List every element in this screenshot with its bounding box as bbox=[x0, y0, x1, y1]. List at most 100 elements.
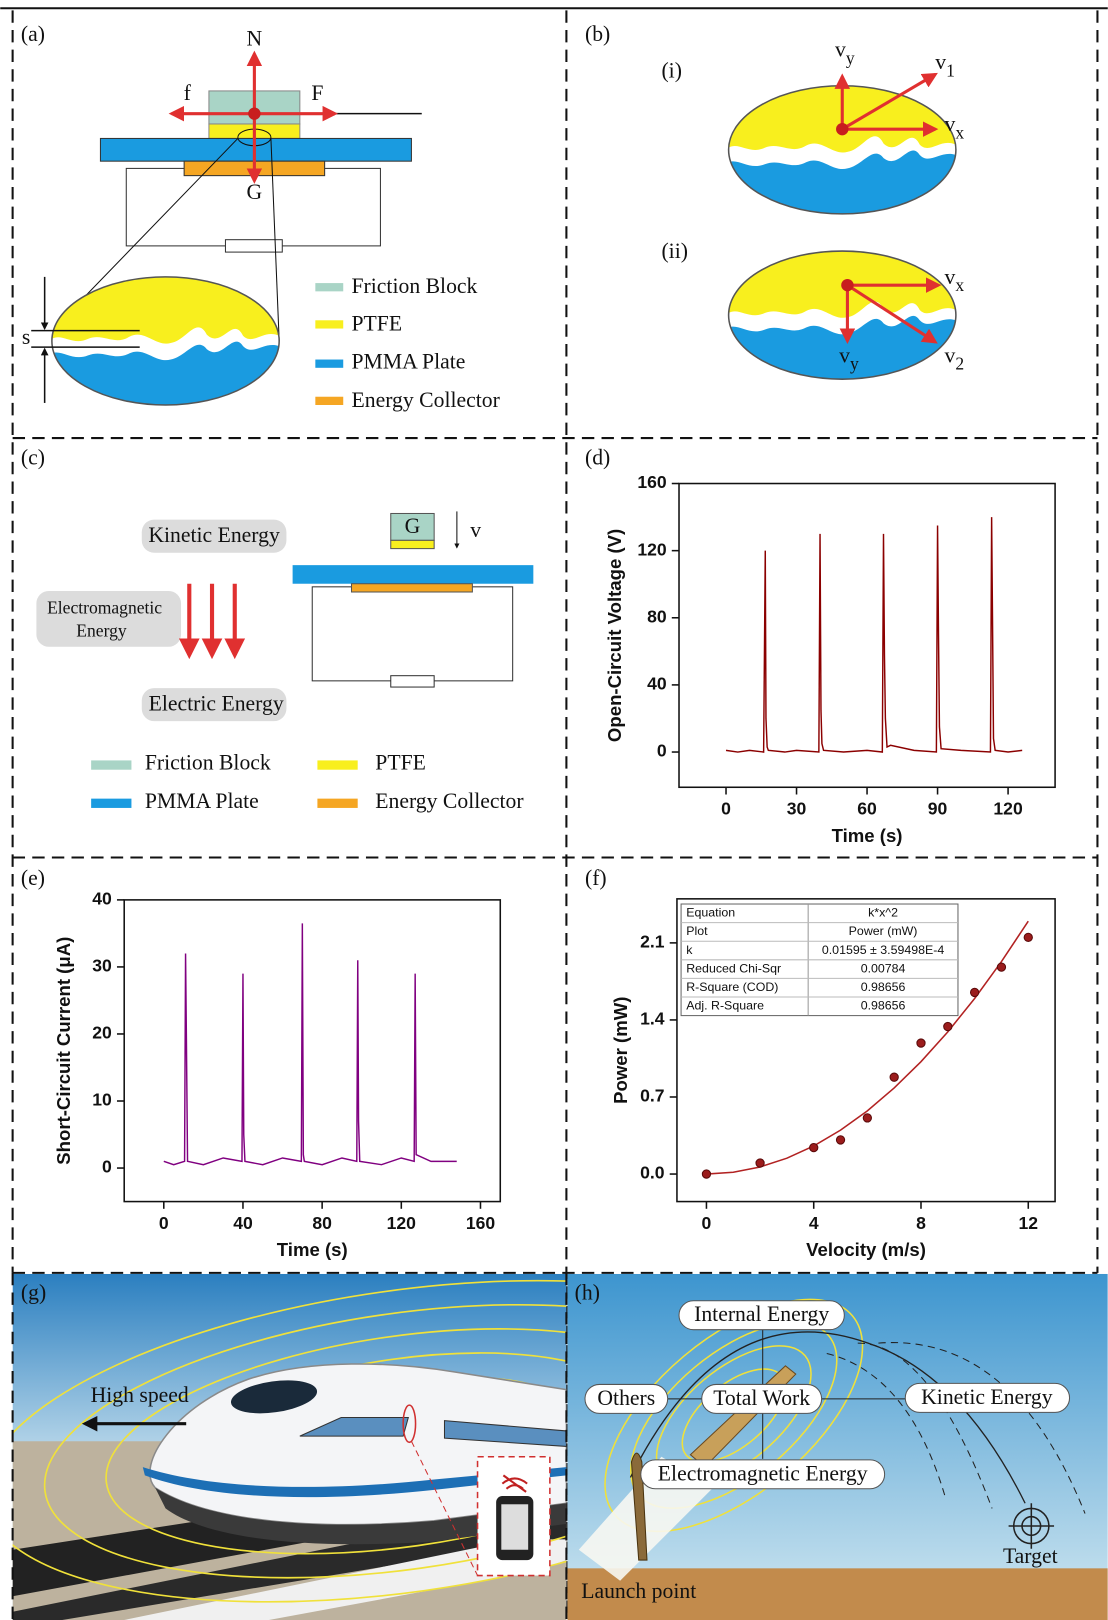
energy-label: Electric Energy bbox=[149, 692, 284, 716]
x-axis-label: Velocity (m/s) bbox=[806, 1239, 926, 1260]
table-cell: Power (mW) bbox=[849, 924, 918, 938]
x-tick-label: 80 bbox=[312, 1213, 332, 1233]
field-line bbox=[43, 1303, 567, 1579]
energy-label: Kinetic Energy bbox=[921, 1385, 1053, 1409]
trajectory-alt bbox=[857, 1342, 993, 1509]
energy-box bbox=[701, 1383, 823, 1414]
x-tick-label: 160 bbox=[466, 1213, 496, 1233]
vector-label: vx bbox=[945, 265, 965, 295]
legend-label: Energy Collector bbox=[351, 388, 500, 412]
panel-label: (f) bbox=[585, 866, 607, 890]
panel-label: (h) bbox=[575, 1281, 600, 1305]
panel-b: (b) (i) vy v1 vx (ii) vx vy v2 bbox=[585, 22, 964, 379]
symbol: v bbox=[945, 265, 956, 289]
legend-swatch bbox=[315, 283, 344, 292]
gap-label: s bbox=[22, 325, 30, 349]
energy-label: Electromagnetic Energy bbox=[658, 1461, 868, 1485]
data-point bbox=[1023, 932, 1033, 943]
x-tick-label: 40 bbox=[233, 1213, 253, 1233]
motion-label: High speed bbox=[91, 1383, 189, 1407]
force-label: G bbox=[247, 180, 263, 204]
table-cell: R-Square (COD) bbox=[686, 980, 778, 994]
energy-box bbox=[36, 590, 182, 647]
phone-screen bbox=[501, 1504, 529, 1550]
subscript: y bbox=[850, 354, 859, 374]
vector-label: v1 bbox=[935, 50, 955, 80]
trajectory bbox=[629, 1331, 1026, 1504]
y-tick-label: 2.1 bbox=[640, 932, 665, 952]
table-cell: Reduced Chi-Sqr bbox=[686, 961, 781, 975]
table-cell: Plot bbox=[686, 924, 708, 938]
table-cell: 0.98656 bbox=[861, 980, 906, 994]
symbol: v bbox=[945, 112, 956, 136]
friction-block bbox=[390, 512, 435, 541]
fit-table: Equation k*x^2 Plot Power (mW) k 0.01595 ± 3.… bbox=[680, 903, 959, 1017]
x-tick-label: 4 bbox=[809, 1213, 819, 1233]
legend-swatch bbox=[315, 320, 344, 329]
contact-interface bbox=[52, 274, 279, 405]
table-cell: Equation bbox=[686, 906, 735, 920]
symbol: v bbox=[945, 343, 956, 367]
y-tick-label: 40 bbox=[647, 674, 667, 694]
legend-label: Energy Collector bbox=[375, 789, 524, 813]
legend-swatch bbox=[315, 359, 344, 368]
sensor-marker bbox=[402, 1404, 417, 1444]
legend-label: PTFE bbox=[351, 311, 402, 335]
energy-box bbox=[584, 1383, 669, 1414]
legend-swatch bbox=[317, 798, 358, 808]
y-axis-label: Power (mW) bbox=[610, 997, 631, 1104]
legend-swatch bbox=[315, 396, 344, 405]
y-tick-label: 0.0 bbox=[640, 1163, 665, 1183]
x-tick-label: 120 bbox=[387, 1213, 417, 1233]
table-cell: k bbox=[686, 943, 693, 957]
x-tick-label: 60 bbox=[857, 799, 877, 819]
vector-label: vx bbox=[945, 112, 965, 142]
legend-label: PMMA Plate bbox=[145, 789, 259, 813]
callout-line bbox=[410, 1441, 479, 1576]
plot-frame bbox=[123, 899, 502, 1203]
data-point bbox=[835, 1135, 846, 1145]
track-marking bbox=[124, 1539, 567, 1620]
zoom-line bbox=[270, 138, 280, 341]
vector-label: v2 bbox=[945, 343, 965, 373]
velocity-origin bbox=[841, 278, 854, 292]
y-tick-label: 30 bbox=[92, 956, 112, 976]
legend-swatch bbox=[91, 760, 132, 770]
force-arrows bbox=[168, 50, 339, 184]
energy-label: Internal Energy bbox=[694, 1302, 829, 1326]
panel-label: (a) bbox=[21, 22, 45, 46]
data-point bbox=[969, 987, 980, 998]
data-point bbox=[755, 1158, 765, 1168]
y-tick-label: 0 bbox=[657, 741, 667, 761]
arrow-v2 bbox=[846, 283, 938, 344]
legend-label: Friction Block bbox=[351, 274, 477, 298]
data-point bbox=[862, 1113, 873, 1123]
table-cell: k*x^2 bbox=[868, 906, 898, 920]
symbol: v bbox=[935, 50, 946, 74]
panel-g: High speed bbox=[12, 1273, 567, 1620]
panel-label: (e) bbox=[21, 866, 45, 890]
energy-label: Others bbox=[597, 1386, 655, 1410]
data-point bbox=[996, 962, 1007, 972]
force-label: f bbox=[184, 81, 192, 105]
x-tick-label: 0 bbox=[721, 799, 731, 819]
target-label: Target bbox=[1003, 1544, 1058, 1568]
x-tick-label: 30 bbox=[787, 799, 807, 819]
data-point bbox=[916, 1038, 926, 1048]
circuit bbox=[311, 586, 514, 682]
ptfe-layer bbox=[390, 539, 435, 550]
y-tick-label: 20 bbox=[92, 1023, 112, 1043]
vector-label: vy bbox=[835, 38, 855, 68]
x-axis-label: Time (s) bbox=[832, 825, 903, 846]
legend-label: PTFE bbox=[375, 751, 426, 775]
legend-swatch bbox=[317, 760, 358, 770]
velocity-arrows bbox=[839, 277, 942, 345]
ground bbox=[567, 1568, 1108, 1620]
resistor bbox=[390, 675, 435, 688]
data-line bbox=[163, 923, 457, 1166]
energy-box bbox=[141, 519, 287, 553]
energy-box bbox=[678, 1300, 845, 1331]
energy-collector bbox=[350, 583, 473, 593]
